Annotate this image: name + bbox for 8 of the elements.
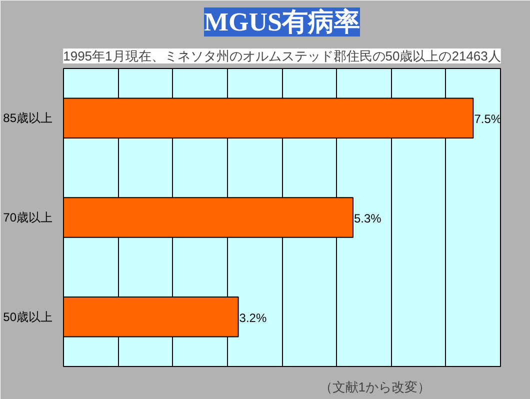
y-tick-label: 85歳以上 (3, 111, 53, 126)
text: （文献1から改変） (319, 380, 431, 394)
chart-title: MGUS有病率 (204, 8, 360, 36)
y-tick-label: 70歳以上 (3, 210, 53, 224)
chart-subtitle: 1995年1月現在、ミネソタ州のオルムステッド郡住民の50歳以上の21463人 (63, 48, 501, 64)
data-label: 5.3% (354, 212, 382, 226)
data-label: 3.2% (239, 310, 267, 325)
y-tick-label: 50歳以上 (3, 310, 53, 324)
